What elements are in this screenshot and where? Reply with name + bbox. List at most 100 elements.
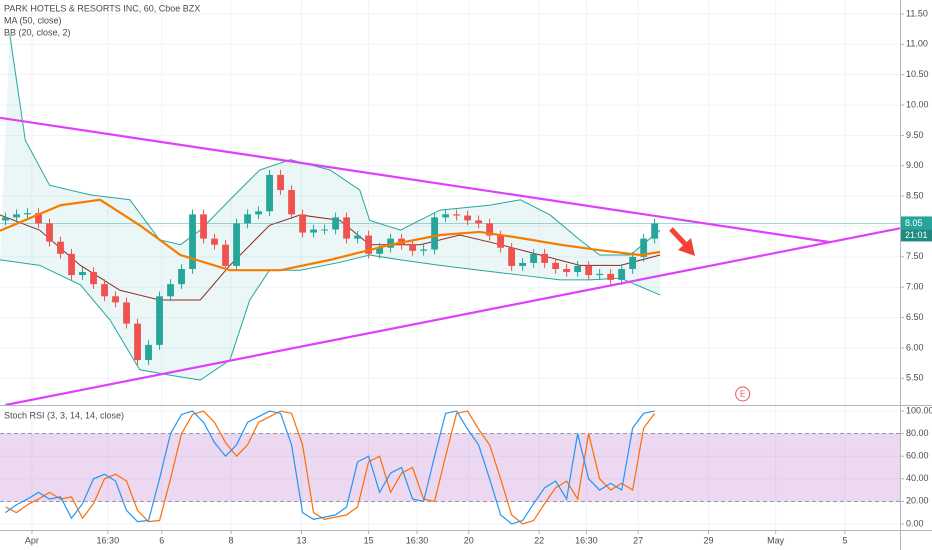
candle-body [497,235,505,248]
candle-body [519,262,527,266]
candle-body [332,217,339,230]
legend-bb: BB (20, close, 2) [4,27,71,37]
candle-body [255,211,262,215]
bb-lower [0,254,661,381]
y-tick-label: 20.00 [906,496,929,506]
candle-body [420,249,428,251]
candle-body [530,253,538,263]
candle-body [167,284,174,297]
y-tick-label: 80.00 [906,428,929,438]
x-tick-label: 6 [159,535,164,545]
candle-body [123,302,130,324]
candle-body [607,273,615,280]
candle-body [57,241,64,254]
y-tick-label: 40.00 [906,473,929,483]
candle-body [651,223,659,239]
band-fill [0,433,900,502]
candle-body [35,213,42,224]
candle-body [574,265,582,273]
y-tick-label: 11.50 [906,8,928,18]
candle-body [541,253,549,263]
stoch-line [5,410,656,525]
y-tick-label: 9.00 [906,160,924,170]
trendline [0,116,831,244]
y-tick-label: 9.50 [906,130,924,140]
candle-body [134,323,141,361]
arrow-annotation [669,227,695,256]
candle-body [222,244,229,266]
y-tick-label: 5.50 [906,373,924,383]
candle-body [321,229,328,231]
price-pane: E [0,0,900,405]
stoch-line [5,410,655,525]
y-tick-label: 100.00 [906,405,932,415]
event-label: E [740,390,745,399]
x-tick-label: 20 [464,535,474,545]
stoch-pane [0,406,900,530]
x-tick-label: 29 [704,535,714,545]
candle-body [244,214,251,224]
candle-body [277,174,284,191]
trendline [5,227,900,405]
legend-ma: MA (50, close) [4,15,62,25]
y-tick-label: 60.00 [906,451,929,461]
last-price-box [901,216,932,230]
y-tick-label: 10.50 [906,69,929,79]
candle-body [552,262,560,269]
x-tick-label: 22 [534,535,544,545]
arrow-head [678,238,695,256]
y-tick-label: 0.00 [906,518,924,528]
candle-body [79,272,86,276]
candle-body [640,238,648,257]
y-tick-label: 8.50 [906,190,924,200]
ma-line [0,198,661,272]
candle-body [563,268,571,273]
x-tick-label: 15 [364,535,374,545]
stoch-title: Stoch RSI (3, 3, 14, 14, close) [4,410,124,420]
x-tick-label: 16:30 [97,535,120,545]
x-tick-label: 13 [296,535,306,545]
x-tick-label: 16:30 [406,535,429,545]
candle-body [343,217,350,239]
arrow-shaft [669,227,688,247]
candle-body [68,253,75,276]
candle-body [299,214,306,233]
x-tick-label: Apr [25,535,39,545]
candle-body [453,214,461,216]
x-tick-label: 16:30 [575,535,598,545]
candle-body [629,256,637,269]
y-tick-label: 6.50 [906,312,924,322]
candle-body [211,238,218,245]
x-tick-label: May [767,535,785,545]
countdown-label: 21:01 [905,230,928,240]
candle-body [24,213,31,215]
candle-body [2,217,9,221]
candle-body [596,273,604,276]
candle-body [365,235,372,254]
candle-body [13,214,20,218]
candle-body [464,215,472,221]
candle-body [266,174,273,212]
candle-body [200,214,207,239]
candle-body [90,272,97,285]
chart-title: PARK HOTELS & RESORTS INC, 60, Cboe BZX [4,3,200,13]
candle-body [354,235,361,239]
last-price-label: 8.05 [905,218,923,228]
candle-body [46,223,53,242]
y-tick-label: 7.00 [906,282,924,292]
y-tick-label: 7.50 [906,251,924,261]
y-tick-label: 10.00 [906,99,929,109]
candle-body [233,223,240,266]
candle-body [178,268,185,285]
x-tick-label: 27 [633,535,643,545]
x-tick-label: 8 [229,535,234,545]
candle-body [409,244,417,251]
candle-body [310,229,317,233]
candle-body [585,265,593,276]
candle-body [145,344,152,361]
y-tick-label: 11.00 [906,39,928,49]
candle-body [156,296,163,345]
